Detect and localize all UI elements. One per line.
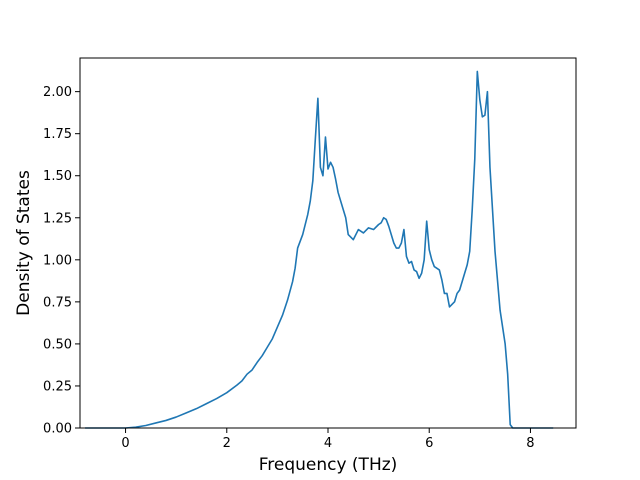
y-tick-label: 0.00 [43, 422, 72, 437]
y-tick-label: 2.00 [43, 85, 72, 100]
x-axis: 0 2 4 6 8 [121, 428, 535, 451]
x-tick-label: 4 [324, 436, 332, 451]
dos-series-line [85, 70, 554, 429]
y-tick-label: 1.50 [43, 169, 72, 184]
y-axis-title: Density of States [14, 170, 34, 316]
x-tick-label: 0 [121, 436, 129, 451]
x-tick-label: 2 [223, 436, 231, 451]
y-tick-label: 1.25 [43, 211, 72, 226]
x-tick-label: 6 [425, 436, 433, 451]
plot-frame [79, 57, 577, 429]
y-tick-label: 1.00 [43, 253, 72, 268]
y-axis: 0.00 0.25 0.50 0.75 1.00 1.25 1.50 1.75 2.00 [43, 85, 80, 437]
x-axis-title: Frequency (THz) [259, 455, 398, 475]
y-tick-label: 1.75 [43, 127, 72, 142]
y-tick-label: 0.25 [43, 379, 72, 394]
x-tick-label: 8 [526, 436, 534, 451]
plot-area [85, 70, 554, 429]
y-tick-label: 0.75 [43, 295, 72, 310]
y-tick-label: 0.50 [43, 337, 72, 352]
